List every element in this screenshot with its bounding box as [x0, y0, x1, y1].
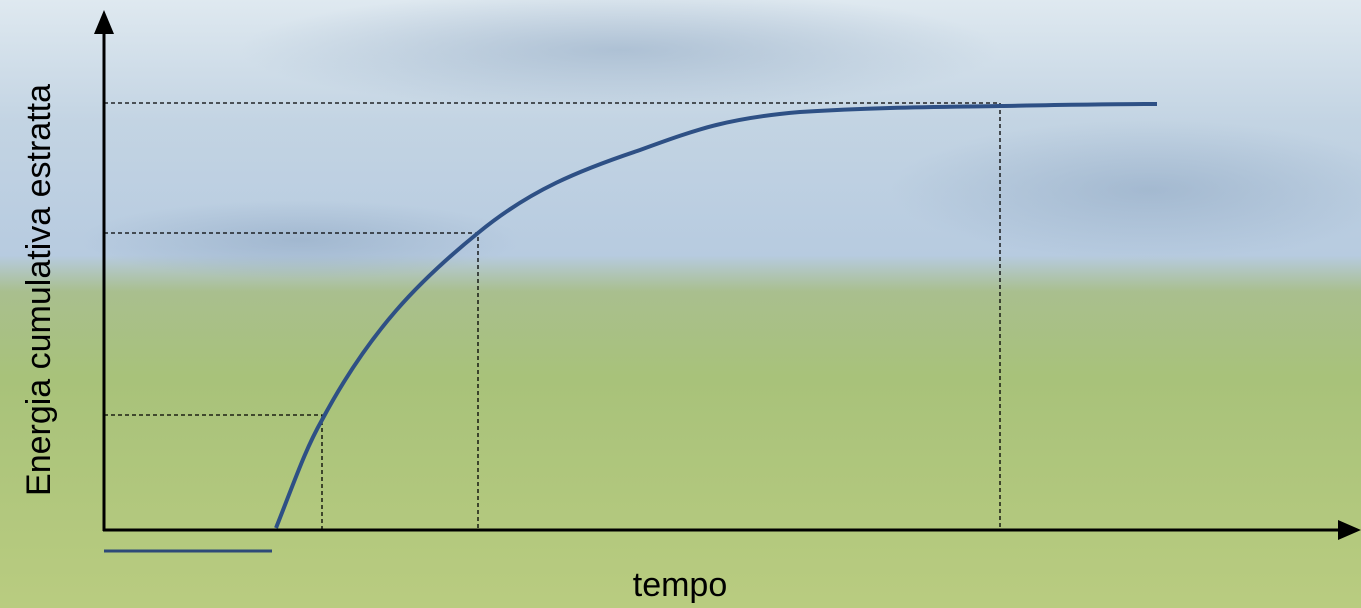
guide-line	[104, 102, 1001, 530]
axes	[102, 30, 1345, 532]
curve	[274, 102, 1158, 529]
cloud	[890, 120, 1361, 260]
y-axis-label: Energia cumulativa estratta	[20, 84, 58, 496]
x-axis-label: tempo	[633, 566, 728, 604]
cloud	[240, 0, 1000, 110]
guide-line	[104, 414, 323, 530]
cloud	[80, 200, 520, 280]
x-arrow	[1338, 520, 1361, 540]
y-arrow	[94, 10, 114, 34]
